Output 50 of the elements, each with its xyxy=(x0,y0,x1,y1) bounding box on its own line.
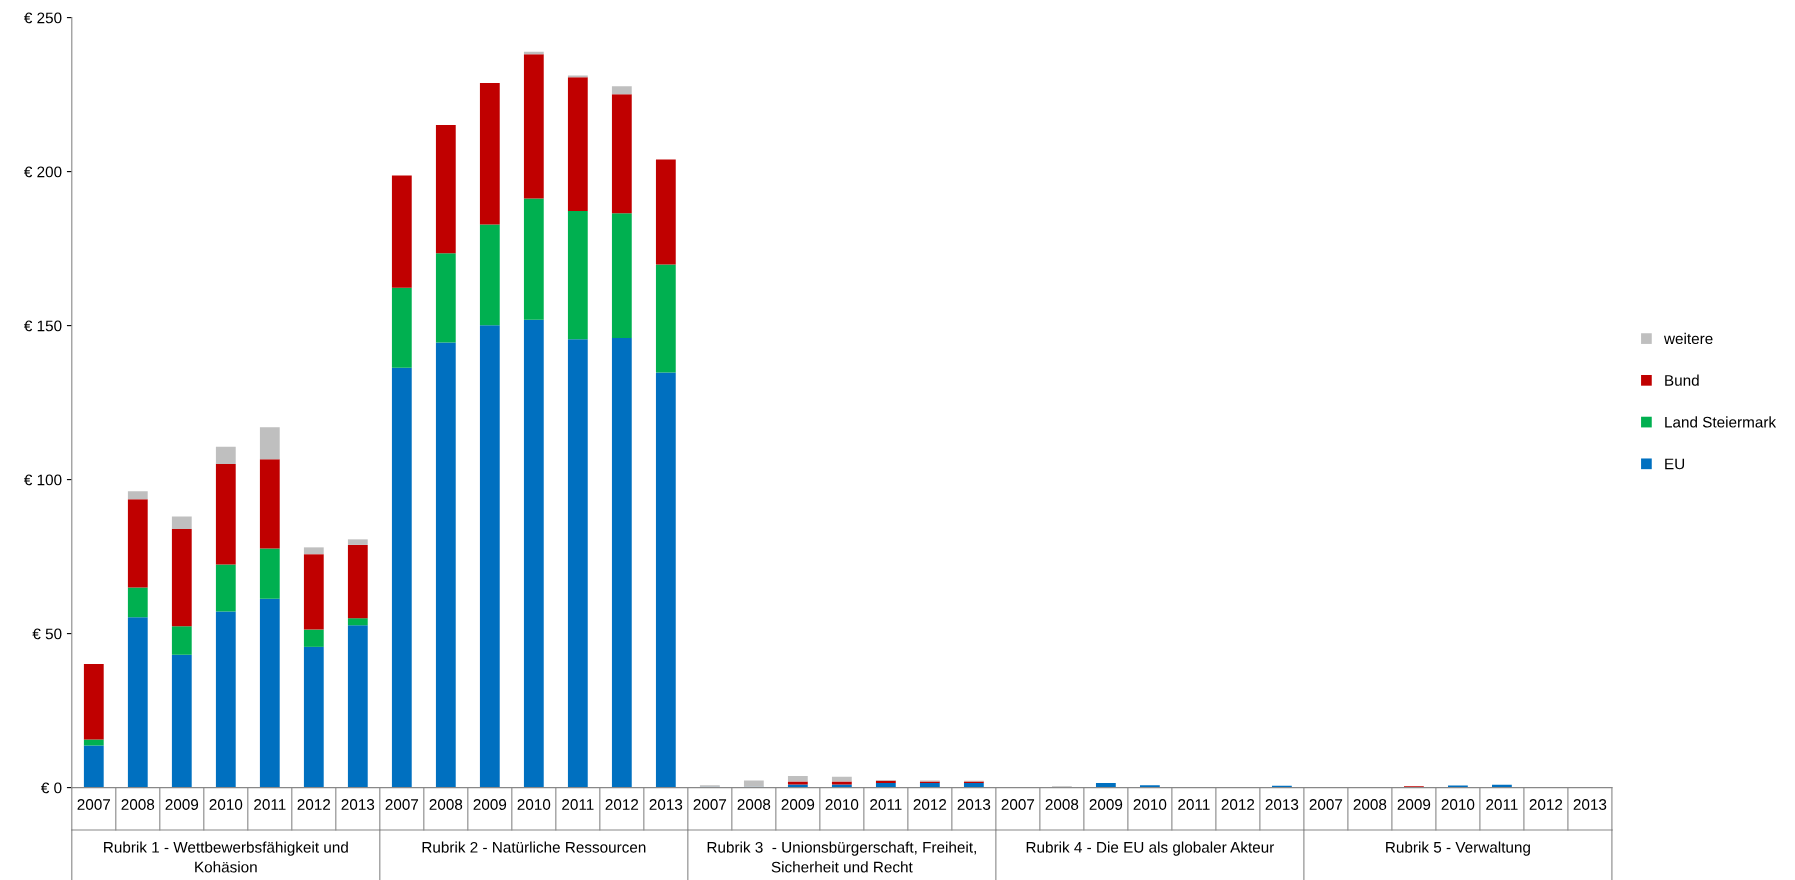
x-tick-label: 2007 xyxy=(1309,799,1343,810)
x-tick-label: 2010 xyxy=(517,799,551,810)
legend-label: weitere xyxy=(1663,332,1713,345)
x-tick-label: 2012 xyxy=(1221,799,1255,810)
x-tick-label: 2008 xyxy=(121,799,155,810)
y-tick-label: € 0 xyxy=(40,782,62,794)
x-tick-label: 2013 xyxy=(649,799,683,810)
text: Rubrik 5 - Verwaltung xyxy=(1386,841,1530,856)
x-tick-label: 2013 xyxy=(1573,799,1607,810)
x-tick-label: 2012 xyxy=(297,799,331,810)
x-tick-label: 2007 xyxy=(693,799,727,810)
x-tick-label: 2010 xyxy=(825,799,859,810)
y-tick-label: € 200 xyxy=(23,166,62,178)
x-tick-label: 2012 xyxy=(913,799,947,810)
legend-label: Bund xyxy=(1665,374,1699,386)
legend-label: Land Steiermark xyxy=(1665,416,1777,428)
x-tick-label: 2009 xyxy=(165,799,199,810)
x-tick-label: 2011 xyxy=(870,799,902,810)
x-tick-label: 2008 xyxy=(1045,799,1079,810)
x-tick-label: 2012 xyxy=(1529,799,1563,810)
text: Rubrik 2 - Natürliche Ressourcen xyxy=(422,841,646,853)
x-tick-label: 2008 xyxy=(1353,799,1387,810)
x-tick-label: 2011 xyxy=(254,799,286,810)
text: Rubrik 1 - Wettbewerbsfähigkeit und Kohäsion xyxy=(104,841,348,873)
x-tick-label: 2007 xyxy=(385,799,419,810)
x-tick-label: 2013 xyxy=(341,799,375,810)
x-tick-label: 2010 xyxy=(1133,799,1167,810)
x-tick-label: 2013 xyxy=(1265,799,1299,810)
y-tick-label: € 100 xyxy=(23,474,62,486)
text: Rubrik 4 - Die EU als globaler Akteur xyxy=(1026,841,1275,856)
x-tick-label: 2011 xyxy=(1178,799,1210,810)
x-tick-label: 2008 xyxy=(429,799,463,810)
x-tick-label: 2009 xyxy=(1089,799,1123,810)
text: Rubrik 3 - Unionsbürgerschaft, Freiheit, Sicherheit und Recht xyxy=(707,841,976,873)
x-tick-label: 2010 xyxy=(209,799,243,810)
y-tick-label: € 150 xyxy=(23,320,62,332)
x-tick-label: 2011 xyxy=(1486,799,1518,810)
x-tick-label: 2013 xyxy=(957,799,991,810)
x-tick-label: 2011 xyxy=(562,799,594,810)
x-tick-label: 2012 xyxy=(605,799,639,810)
x-tick-label: 2007 xyxy=(77,799,111,810)
x-tick-label: 2007 xyxy=(1001,799,1035,810)
x-tick-label: 2009 xyxy=(781,799,815,810)
legend-label: EU xyxy=(1665,458,1685,470)
x-tick-label: 2009 xyxy=(1397,799,1431,810)
x-tick-label: 2010 xyxy=(1441,799,1475,810)
y-tick-label: € 50 xyxy=(32,628,62,640)
y-tick-label: € 250 xyxy=(23,12,62,24)
x-tick-label: 2008 xyxy=(737,799,771,810)
x-tick-label: 2009 xyxy=(473,799,507,810)
